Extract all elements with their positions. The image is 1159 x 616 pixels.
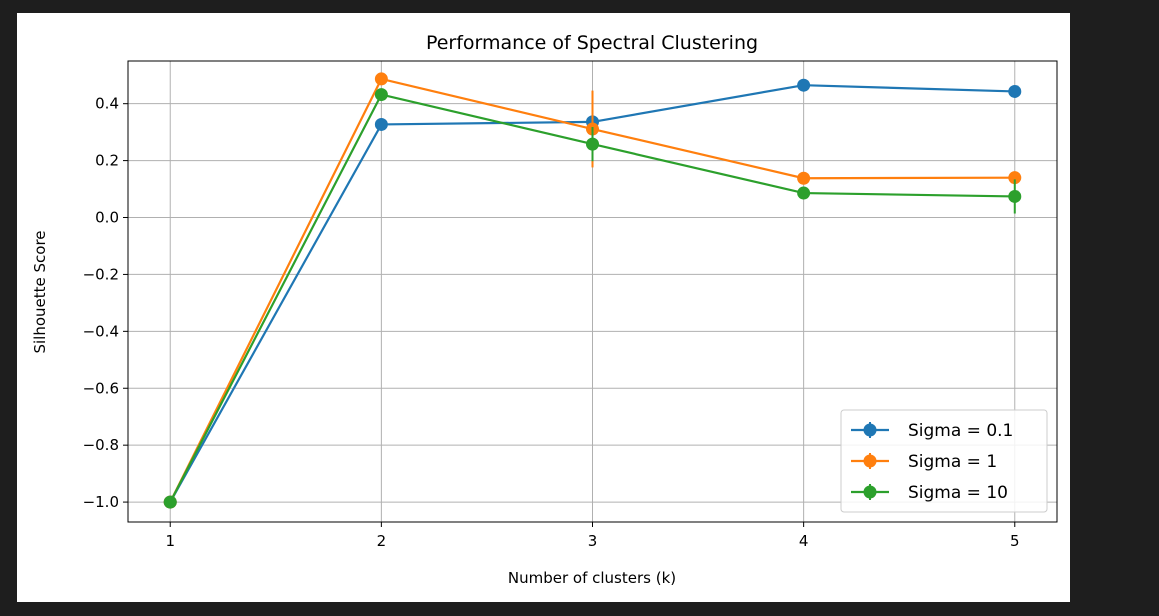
y-tick-label: −1.0 [83,493,119,511]
legend-marker [863,423,877,437]
y-tick-label: 0.4 [95,95,119,113]
y-tick-label: −0.2 [83,265,119,283]
data-point [1008,171,1022,185]
data-point [1008,189,1022,203]
y-tick-label: −0.8 [83,436,119,454]
data-point [797,78,811,92]
data-point [586,137,599,151]
y-tick-label: 0.2 [95,152,119,170]
x-tick-label: 5 [1010,532,1020,550]
y-tick-label: 0.0 [95,209,119,227]
data-point [797,186,811,200]
y-axis-ticks: −1.0 −0.8 −0.6 −0.4 −0.2 0.0 0.2 0.4 [83,95,128,511]
legend: Sigma = 0.1 Sigma = 1 Sigma = 10 [840,409,1048,513]
y-tick-label: −0.6 [83,379,119,397]
series-layer [163,72,1022,509]
x-axis-label: Number of clusters (k) [508,569,676,587]
chart-figure: 1 2 3 4 5 −1.0 −0.8 −0.6 −0.4 −0.2 0.0 0.2 0.4 Perf… [17,13,1070,602]
legend-marker [863,454,877,468]
legend-label: Sigma = 10 [908,483,1008,503]
y-axis-label: Silhouette Score [31,230,49,353]
chart-title: Performance of Spectral Clustering [426,32,758,54]
data-point [163,495,177,509]
x-tick-label: 1 [165,532,175,550]
data-point [797,171,811,185]
series-3 [163,88,1022,509]
y-tick-label: −0.4 [83,322,119,340]
x-tick-label: 4 [799,532,809,550]
x-tick-label: 3 [588,532,598,550]
data-point [1008,84,1022,98]
legend-marker [863,485,877,499]
chart-svg: 1 2 3 4 5 −1.0 −0.8 −0.6 −0.4 −0.2 0.0 0.2 0.4 Perf… [31,32,1058,587]
legend-label: Sigma = 0.1 [908,421,1013,441]
data-point [374,88,388,102]
data-point [374,117,388,131]
data-point [374,72,388,86]
x-axis-ticks: 1 2 3 4 5 [165,522,1020,550]
legend-box [840,409,1048,513]
legend-label: Sigma = 1 [908,452,997,472]
x-tick-label: 2 [377,532,387,550]
